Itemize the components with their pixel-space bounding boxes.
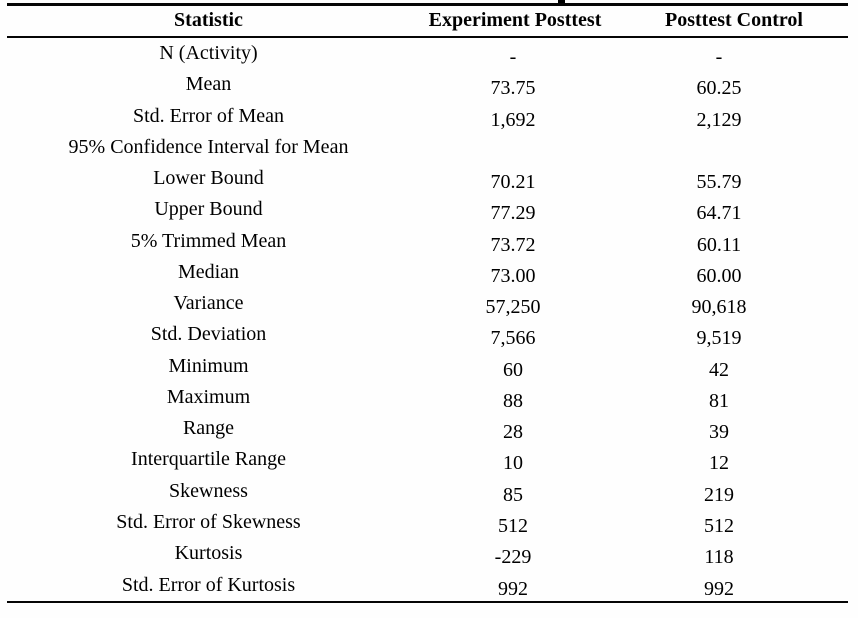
table-row: Upper Bound 77.29 64.71	[7, 194, 848, 225]
table-row: 95% Confidence Interval for Mean	[7, 132, 848, 163]
table-row: 5% Trimmed Mean 73.72 60.11	[7, 226, 848, 257]
table-row: Maximum 88 81	[7, 382, 848, 413]
experiment-value-cell: 10	[503, 452, 523, 475]
row-label-cell: Skewness	[169, 479, 248, 502]
control-value-cell: 2,129	[696, 108, 742, 131]
table-row: Skewness 85 219	[7, 476, 848, 507]
control-value-cell: 81	[709, 389, 729, 412]
experiment-value-cell: 60	[503, 358, 523, 381]
control-value-cell: 55.79	[696, 171, 742, 194]
control-value-cell: 39	[709, 421, 729, 444]
table-row: Variance 57,250 90,618	[7, 288, 848, 319]
row-label-cell: Std. Error of Kurtosis	[121, 573, 296, 596]
row-label-cell: Std. Error of Mean	[132, 104, 285, 127]
row-label-cell: N (Activity)	[159, 42, 258, 64]
control-value-cell: 9,519	[696, 327, 742, 350]
experiment-value-cell: 992	[498, 577, 528, 600]
row-label-cell: Mean	[185, 73, 232, 96]
cropped-title-artifact	[558, 0, 565, 3]
row-label-cell: Maximum	[166, 385, 251, 408]
table-top-rule	[7, 3, 848, 6]
column-header-experiment-posttest: Experiment Posttest	[428, 9, 602, 31]
row-label-cell: Std. Deviation	[150, 323, 267, 346]
row-label-cell: Median	[177, 260, 240, 283]
experiment-value-cell: 88	[503, 389, 523, 412]
table-row: N (Activity) - -	[7, 38, 848, 69]
row-label-cell: Interquartile Range	[131, 448, 286, 471]
table-row: Std. Error of Kurtosis 992 992	[7, 570, 848, 601]
control-value-cell: 90,618	[691, 296, 747, 319]
table-row: Std. Error of Skewness 512 512	[7, 507, 848, 538]
table-row: Mean 73.75 60.25	[7, 69, 848, 100]
table-row: Lower Bound 70.21 55.79	[7, 163, 848, 194]
experiment-value-cell: -	[509, 46, 517, 68]
experiment-value-cell: 70.21	[490, 171, 536, 194]
experiment-value-cell: -229	[494, 546, 532, 569]
control-value-cell: 60.11	[696, 233, 742, 256]
experiment-value-cell: 57,250	[485, 296, 541, 319]
table-header-row: Statistic Experiment Posttest Posttest C…	[7, 6, 848, 36]
experiment-value-cell: 73.00	[490, 264, 536, 287]
table-body: N (Activity) - - Mean 73.75 60.25 Std. Error o…	[7, 38, 848, 601]
experiment-value-cell: 1,692	[490, 108, 536, 131]
experiment-value-cell: 512	[498, 514, 528, 537]
row-label-cell: Range	[182, 417, 235, 440]
control-value-cell: 60.25	[696, 77, 742, 100]
row-label-cell: Lower Bound	[153, 167, 264, 190]
control-value-cell: 219	[704, 483, 734, 506]
control-value-cell: 512	[704, 514, 734, 537]
control-value-cell	[605, 136, 833, 167]
experiment-value-cell: 7,566	[490, 327, 536, 350]
table-row: Minimum 60 42	[7, 351, 848, 382]
control-value-cell: 992	[704, 577, 734, 600]
row-label-cell: Upper Bound	[154, 198, 263, 221]
experiment-value-cell: 28	[503, 421, 523, 444]
experiment-value-cell: 73.75	[490, 77, 536, 100]
table-row: Std. Error of Mean 1,692 2,129	[7, 101, 848, 132]
control-value-cell: -	[715, 46, 723, 68]
column-header-statistic: Statistic	[174, 9, 243, 31]
control-value-cell: 118	[704, 546, 734, 569]
table-bottom-rule	[7, 601, 848, 603]
control-value-cell: 60.00	[696, 264, 742, 287]
control-value-cell: 42	[709, 358, 729, 381]
table-row: Interquartile Range 10 12	[7, 444, 848, 475]
experiment-value-cell: 85	[503, 483, 523, 506]
header-separator-rule	[7, 36, 848, 38]
row-label-cell: Minimum	[168, 354, 249, 377]
row-label-cell: Std. Error of Skewness	[116, 510, 301, 533]
row-label-cell: Kurtosis	[174, 542, 243, 565]
table-row: Kurtosis -229 118	[7, 538, 848, 569]
column-header-posttest-control: Posttest Control	[665, 9, 803, 31]
experiment-value-cell: 73.72	[490, 233, 536, 256]
table-row: Median 73.00 60.00	[7, 257, 848, 288]
statistics-table: Statistic Experiment Posttest Posttest C…	[7, 6, 848, 600]
row-label-cell: 5% Trimmed Mean	[130, 229, 287, 252]
control-value-cell: 12	[709, 452, 729, 475]
row-label-cell: 95% Confidence Interval for Mean	[68, 135, 349, 158]
experiment-value-cell	[408, 136, 618, 167]
control-value-cell: 64.71	[696, 202, 742, 225]
experiment-value-cell: 77.29	[490, 202, 536, 225]
row-label-cell: Variance	[173, 292, 244, 315]
table-row: Std. Deviation 7,566 9,519	[7, 319, 848, 350]
table-row: Range 28 39	[7, 413, 848, 444]
